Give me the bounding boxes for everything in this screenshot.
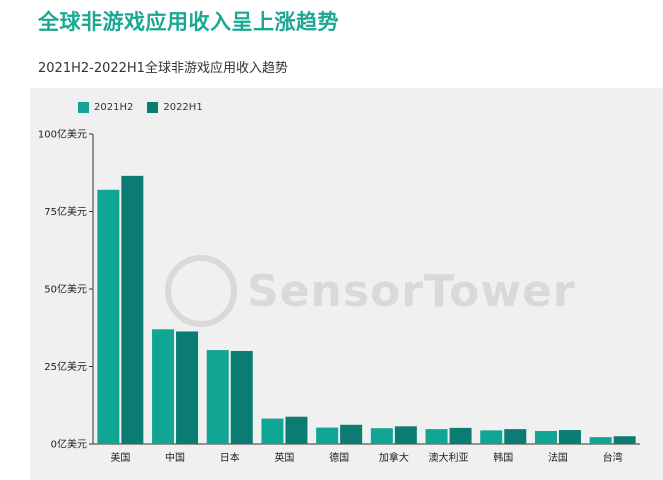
y-tick-label: 50亿美元: [44, 283, 87, 296]
bar-2022h1-7: [504, 429, 527, 444]
legend-label-2022h1: 2022H1: [163, 102, 203, 113]
bar-2021h2-7: [480, 430, 503, 444]
bar-2021h2-2: [206, 350, 229, 444]
chart-title: 2021H2-2022H1全球非游戏应用收入趋势: [38, 61, 288, 76]
bar-2022h1-1: [176, 331, 199, 444]
bar-2021h2-3: [261, 418, 284, 444]
bar-2021h2-1: [152, 329, 175, 444]
page-title: 全球非游戏应用收入呈上涨趋势: [38, 10, 339, 34]
legend-swatch-2022h1: [147, 102, 159, 113]
bar-2021h2-8: [534, 430, 557, 444]
bar-2022h1-3: [285, 416, 308, 444]
legend-label-2021h2: 2021H2: [94, 102, 134, 113]
bar-2022h1-0: [121, 175, 144, 444]
y-tick-label: 75亿美元: [44, 205, 87, 218]
y-tick-label: 100亿美元: [38, 128, 87, 141]
bar-2022h1-2: [230, 351, 253, 444]
bar-2022h1-4: [340, 424, 363, 444]
bar-2022h1-6: [449, 427, 472, 444]
bar-2022h1-9: [613, 436, 636, 444]
bar-2021h2-4: [316, 427, 339, 444]
x-tick-label: 韩国: [493, 451, 513, 464]
x-tick-label: 加拿大: [379, 451, 409, 464]
chart-legend: 2021H2 2022H1: [78, 102, 203, 113]
x-tick-label: 美国: [110, 451, 130, 464]
y-tick-label: 0亿美元: [51, 438, 87, 451]
bar-2021h2-9: [589, 437, 612, 444]
bar-2021h2-6: [425, 429, 448, 444]
x-tick-label: 中国: [165, 451, 185, 464]
legend-item-2021h2: 2021H2: [78, 102, 133, 113]
x-tick-label: 台湾: [603, 451, 623, 464]
x-tick-label: 英国: [274, 451, 294, 464]
sensortower-logo-icon: [165, 255, 237, 327]
legend-item-2022h1: 2022H1: [147, 102, 203, 113]
y-tick-label: 25亿美元: [44, 360, 87, 373]
legend-swatch-2021h2: [78, 102, 89, 113]
bar-2021h2-5: [370, 428, 393, 444]
x-tick-label: 日本: [220, 451, 240, 464]
watermark: SensorTower: [165, 255, 576, 327]
bar-2022h1-5: [394, 426, 417, 444]
x-tick-label: 澳大利亚: [429, 451, 469, 464]
x-tick-label: 法国: [548, 451, 568, 464]
bar-2022h1-8: [558, 430, 581, 444]
bar-2021h2-0: [97, 189, 120, 444]
x-tick-label: 德国: [329, 451, 349, 464]
watermark-text: SensorTower: [247, 265, 576, 317]
